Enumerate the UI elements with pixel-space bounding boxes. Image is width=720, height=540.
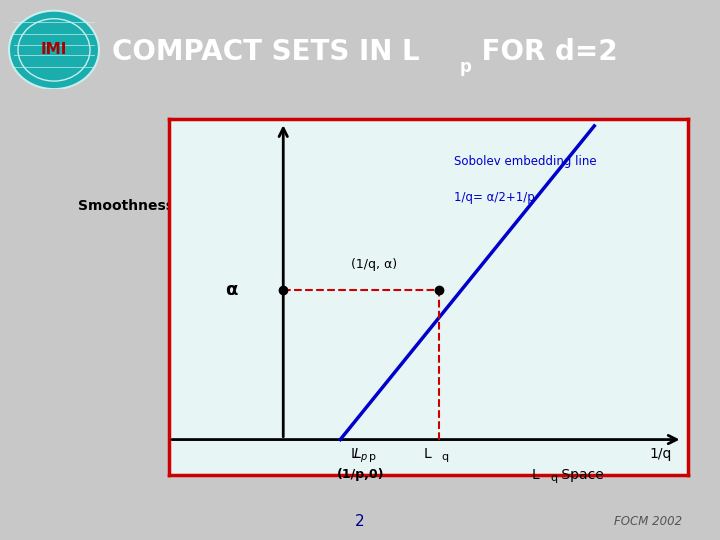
Text: p: p [369,452,376,462]
Text: L: L [423,447,431,461]
Text: COMPACT SETS IN L: COMPACT SETS IN L [112,38,419,66]
Text: 2: 2 [355,515,365,529]
Text: Space: Space [557,468,603,482]
Text: FOCM 2002: FOCM 2002 [614,516,682,529]
Text: q: q [441,452,449,462]
Text: Sobolev embedding line: Sobolev embedding line [454,155,597,168]
Text: IMI: IMI [41,43,67,57]
Text: $L_p$: $L_p$ [354,447,369,465]
Text: α: α [225,281,238,299]
Text: (1/p,0): (1/p,0) [337,468,384,481]
Text: 1/q: 1/q [649,447,672,461]
Text: Smoothness: Smoothness [78,199,174,213]
Text: 1/q= α/2+1/p: 1/q= α/2+1/p [454,191,535,204]
Text: L: L [351,447,359,461]
Ellipse shape [9,11,99,89]
Text: FOR d=2: FOR d=2 [472,38,617,66]
Text: L: L [532,468,540,482]
Text: p: p [459,58,471,76]
Text: (1/q, α): (1/q, α) [351,259,397,272]
Text: q: q [550,474,557,483]
